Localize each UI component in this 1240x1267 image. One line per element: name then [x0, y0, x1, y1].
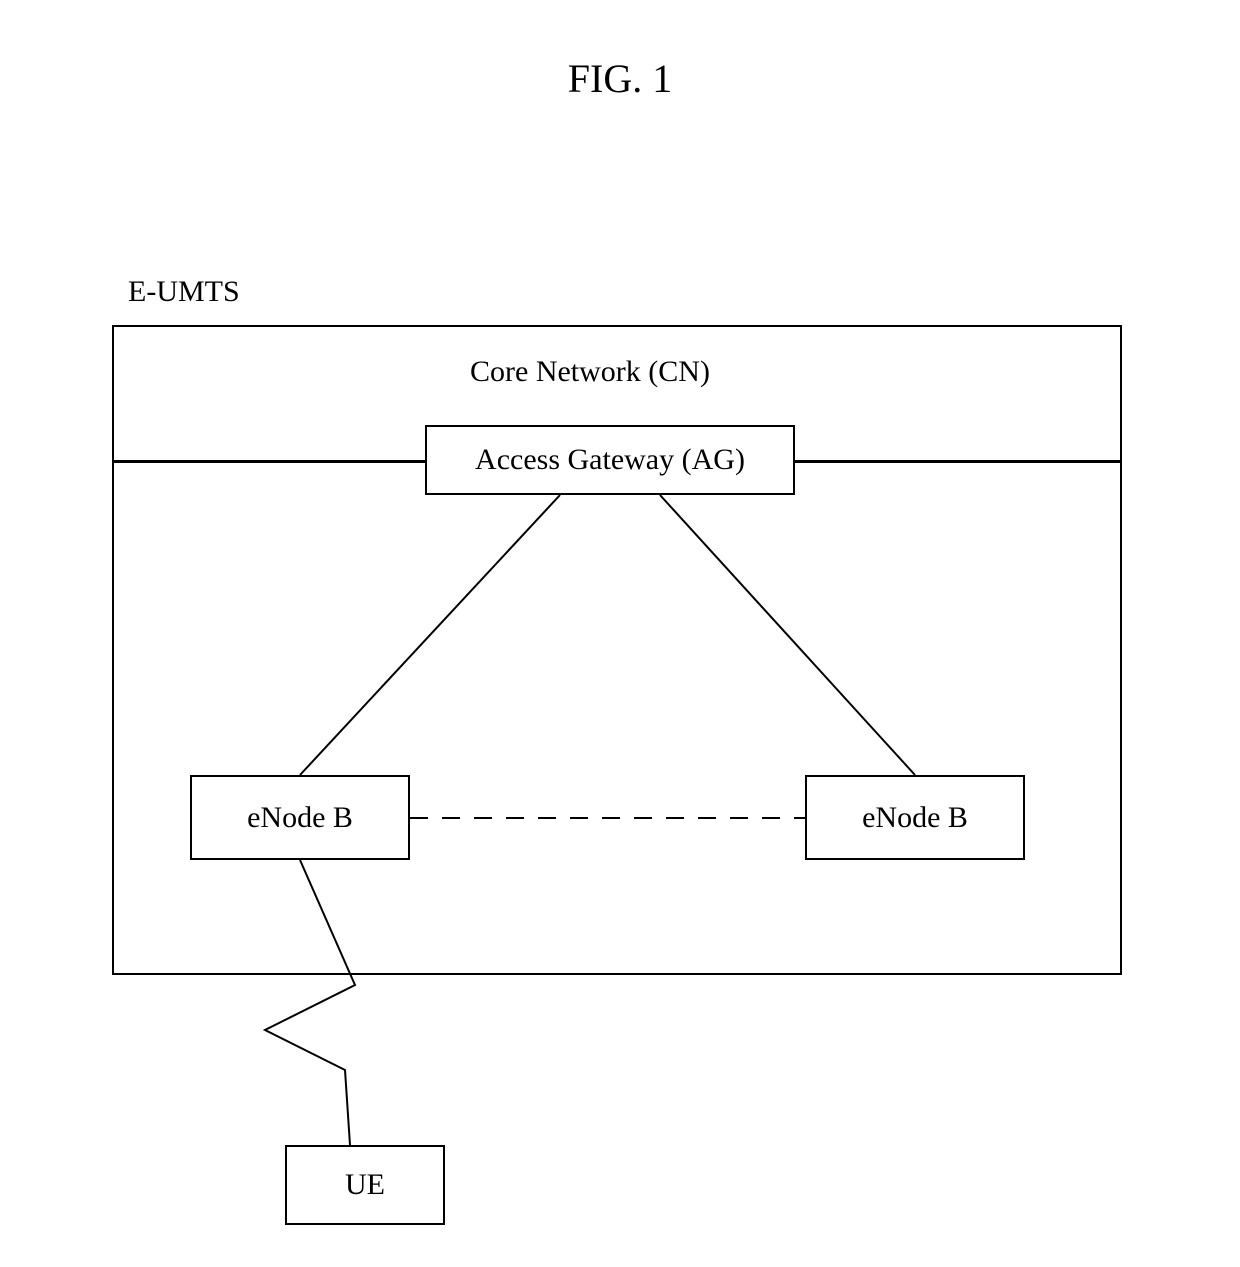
enodeb-left-label: eNode B	[247, 801, 353, 835]
enodeb-right-box: eNode B	[805, 775, 1025, 860]
ue-label: UE	[345, 1168, 385, 1202]
figure-title: FIG. 1	[568, 55, 672, 102]
enodeb-right-label: eNode B	[862, 801, 968, 835]
access-gateway-label: Access Gateway (AG)	[475, 443, 745, 477]
enodeb-left-box: eNode B	[190, 775, 410, 860]
system-label: E-UMTS	[128, 275, 240, 309]
access-gateway-box: Access Gateway (AG)	[425, 425, 795, 495]
system-box	[112, 325, 1122, 975]
ue-box: UE	[285, 1145, 445, 1225]
core-network-label: Core Network (CN)	[470, 355, 710, 389]
